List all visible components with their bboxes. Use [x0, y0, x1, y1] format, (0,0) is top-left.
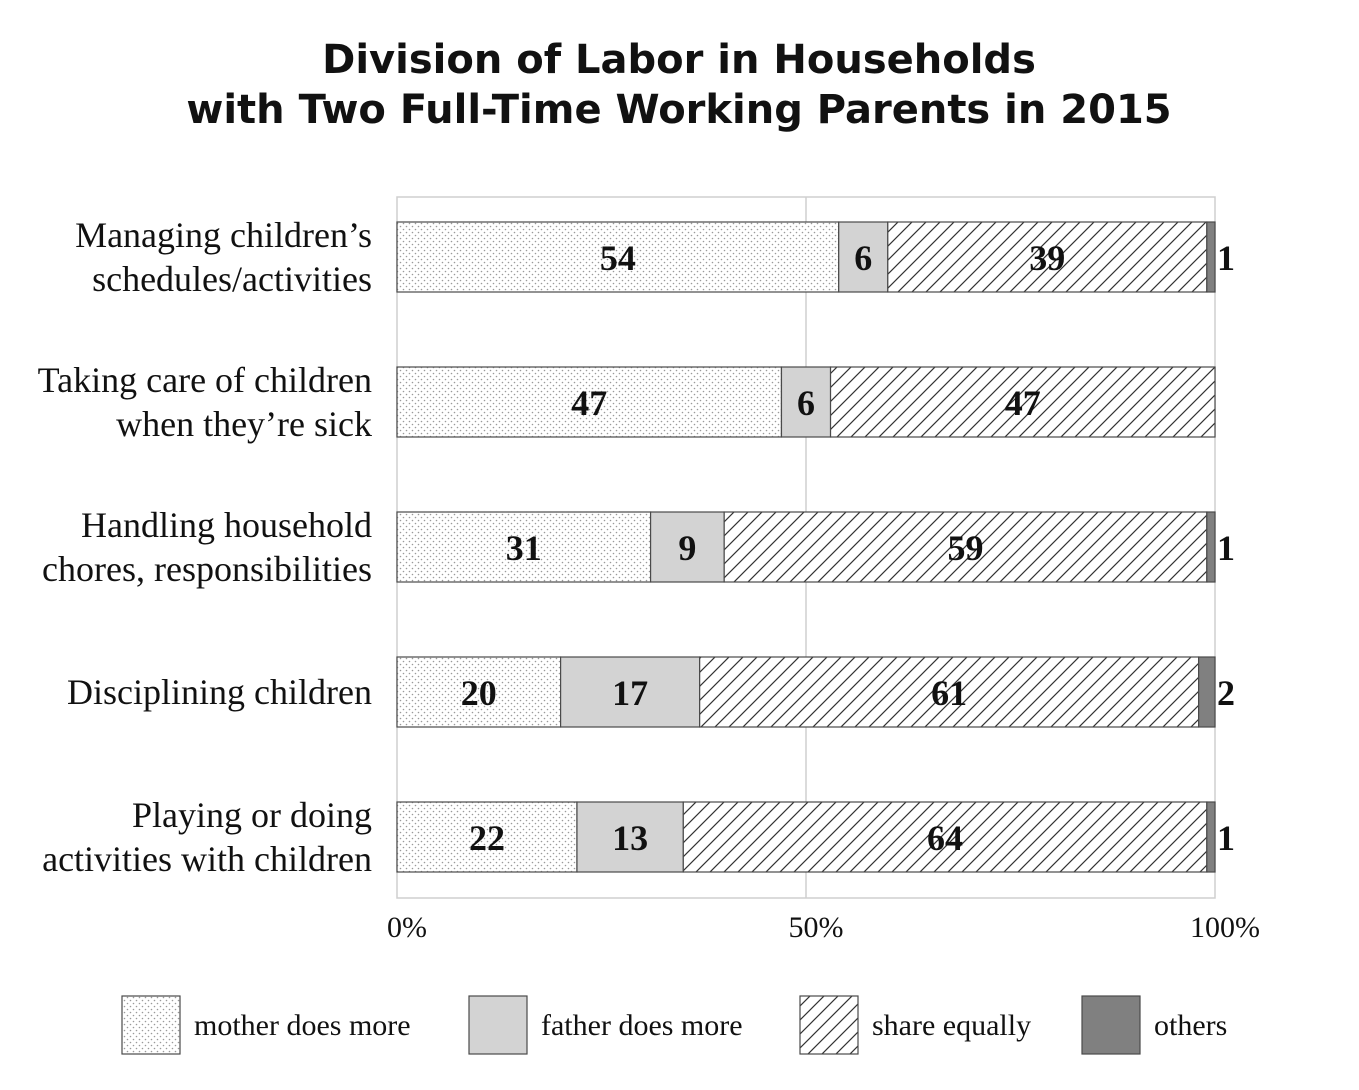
legend-swatch [468, 995, 528, 1055]
value-label: 31 [506, 528, 542, 568]
category-label: Taking care of children [38, 360, 372, 400]
bar-segment [396, 801, 578, 873]
value-label: 6 [854, 238, 872, 278]
legend-label: father does more [541, 1009, 743, 1042]
value-label: 39 [1029, 238, 1065, 278]
legend-swatch [799, 995, 859, 1055]
legend-swatch [121, 995, 181, 1055]
value-label: 47 [1005, 383, 1041, 423]
x-tick-labels: 0% 50% 100% [387, 911, 1260, 944]
value-label: 59 [948, 528, 984, 568]
value-label: 22 [469, 818, 505, 858]
bar-segment [1198, 656, 1216, 728]
bar-segment [396, 511, 652, 583]
bar-segment [649, 511, 725, 583]
bar-segment [396, 221, 840, 293]
bar-segment [887, 221, 1208, 293]
bar-segment [723, 511, 1208, 583]
value-label: 61 [931, 673, 967, 713]
bar-segment [576, 801, 684, 873]
category-label: Handling household [81, 505, 372, 545]
category-label: schedules/activities [92, 259, 372, 299]
legend-label: others [1154, 1009, 1227, 1042]
value-label: 2 [1217, 673, 1235, 713]
value-label: 64 [927, 818, 963, 858]
x-tick-label: 0% [387, 911, 427, 944]
value-label: 1 [1217, 818, 1235, 858]
value-label: 6 [797, 383, 815, 423]
category-label: chores, responsibilities [42, 549, 372, 589]
legend: mother does more father does more share eq… [121, 995, 1227, 1055]
category-label: Playing or doing [132, 795, 372, 835]
bar-segment [1206, 801, 1216, 873]
value-label: 47 [571, 383, 607, 423]
category-label: Disciplining children [67, 672, 372, 712]
value-label: 20 [461, 673, 497, 713]
x-tick-label: 50% [789, 911, 844, 944]
value-label: 17 [612, 673, 648, 713]
legend-label: mother does more [194, 1009, 411, 1042]
legend-swatch [1081, 995, 1141, 1055]
x-tick-label: 100% [1190, 911, 1260, 944]
category-label: activities with children [42, 839, 372, 879]
chart-title-line: Division of Labor in Households [322, 37, 1036, 83]
legend-label: share equally [872, 1009, 1031, 1042]
value-label: 13 [612, 818, 648, 858]
chart-title-line: with Two Full-Time Working Parents in 20… [186, 87, 1171, 133]
bar-segment [396, 366, 783, 438]
bar-segment [682, 801, 1208, 873]
bar-segment [1206, 511, 1216, 583]
value-label: 9 [678, 528, 696, 568]
value-label: 54 [600, 238, 636, 278]
bar-segment [699, 656, 1200, 728]
bar-segment [559, 656, 701, 728]
bar-segment [1206, 221, 1216, 293]
category-label: when they’re sick [116, 404, 372, 444]
value-label: 1 [1217, 238, 1235, 278]
category-label: Managing children’s [75, 215, 372, 255]
bar-segment [829, 366, 1216, 438]
value-label: 1 [1217, 528, 1235, 568]
